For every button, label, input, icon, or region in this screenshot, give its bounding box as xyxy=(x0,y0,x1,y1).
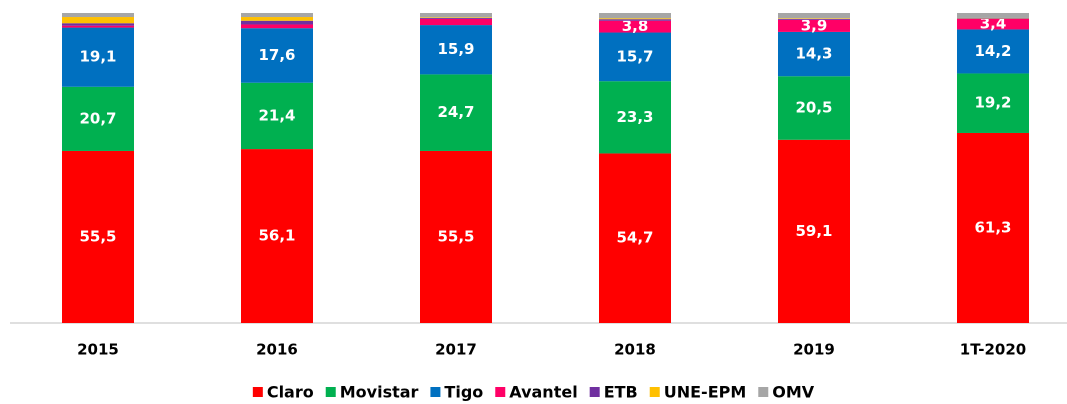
bar-segment xyxy=(241,24,313,29)
bar-segment xyxy=(957,13,1029,18)
legend-label: UNE-EPM xyxy=(664,383,747,402)
legend-label: ETB xyxy=(604,383,638,402)
bar-segment xyxy=(241,20,313,25)
bar-segment xyxy=(420,150,492,323)
legend-swatch xyxy=(252,387,263,397)
data-label: 19,2 xyxy=(974,94,1011,112)
bar-segment xyxy=(957,18,1029,30)
bar-segment xyxy=(241,28,313,83)
legend-label: Tigo xyxy=(444,383,483,402)
data-label: 55,5 xyxy=(79,227,116,245)
bar-segment xyxy=(241,149,313,323)
bar-segment xyxy=(778,18,850,19)
data-label: 14,2 xyxy=(974,42,1011,60)
data-label: 3,8 xyxy=(622,17,649,35)
data-label: 61,3 xyxy=(974,218,1011,236)
bar-segment xyxy=(778,76,850,140)
bar-segment xyxy=(420,25,492,75)
data-label: 24,7 xyxy=(437,103,474,121)
bar-segment xyxy=(957,18,1029,19)
legend-label: Movistar xyxy=(340,383,419,402)
bar-segment xyxy=(420,74,492,151)
x-tick-label: 2017 xyxy=(435,341,477,359)
bar-segment xyxy=(420,17,492,18)
data-label: 23,3 xyxy=(616,108,653,126)
bar-segment xyxy=(778,18,850,20)
data-label: 14,3 xyxy=(795,45,832,63)
legend-label: Avantel xyxy=(509,383,577,402)
bar-segment xyxy=(420,17,492,19)
bar-segment xyxy=(778,13,850,19)
data-label: 15,7 xyxy=(616,47,653,65)
bar-segment xyxy=(62,86,134,151)
x-tick-label: 2016 xyxy=(256,341,298,359)
data-label: 15,9 xyxy=(437,40,474,58)
bar-segment xyxy=(62,25,134,28)
data-label: 20,7 xyxy=(79,109,116,127)
bar-segment xyxy=(957,29,1029,74)
legend-swatch xyxy=(430,387,441,397)
legend-label: Claro xyxy=(267,383,314,402)
legend-swatch xyxy=(649,387,660,397)
bar-segment xyxy=(241,13,313,18)
bar-segment xyxy=(778,139,850,323)
x-tick-label: 1T-2020 xyxy=(960,341,1026,359)
data-label: 3,9 xyxy=(801,16,828,34)
legend-swatch xyxy=(495,387,506,397)
data-label: 54,7 xyxy=(616,229,653,247)
legend-swatch xyxy=(589,387,600,397)
legend-label: OMV xyxy=(772,383,815,402)
legend-swatch xyxy=(758,387,769,397)
bar-segment xyxy=(420,18,492,26)
bar-segment xyxy=(62,23,134,26)
bar-segment xyxy=(62,17,134,24)
data-label: 20,5 xyxy=(795,99,832,117)
x-tick-label: 2018 xyxy=(614,341,656,359)
bar-segment xyxy=(778,19,850,32)
data-label: 3,4 xyxy=(980,15,1007,33)
bar-segment xyxy=(599,32,671,82)
data-label: 21,4 xyxy=(258,106,295,124)
bar-segment xyxy=(599,18,671,20)
data-label: 17,6 xyxy=(258,46,295,64)
data-label: 55,5 xyxy=(437,227,474,245)
bar-segment xyxy=(241,82,313,150)
bar-segment xyxy=(420,13,492,18)
bar-segment xyxy=(599,153,671,323)
bar-segment xyxy=(599,81,671,154)
bar-segment xyxy=(599,13,671,19)
bar-segment xyxy=(62,27,134,87)
bar-segment xyxy=(778,31,850,77)
bar-segment xyxy=(957,73,1029,133)
bar-segment xyxy=(62,13,134,18)
bar-segment xyxy=(62,150,134,323)
legend-swatch xyxy=(325,387,336,397)
bar-segment xyxy=(599,20,671,33)
data-label: 19,1 xyxy=(79,48,116,66)
bar-segment xyxy=(599,19,671,21)
x-tick-label: 2019 xyxy=(793,341,835,359)
data-label: 59,1 xyxy=(795,222,832,240)
x-tick-label: 2015 xyxy=(77,341,119,359)
bar-segment xyxy=(957,132,1029,323)
data-label: 56,1 xyxy=(258,227,295,245)
bar-segment xyxy=(241,17,313,21)
